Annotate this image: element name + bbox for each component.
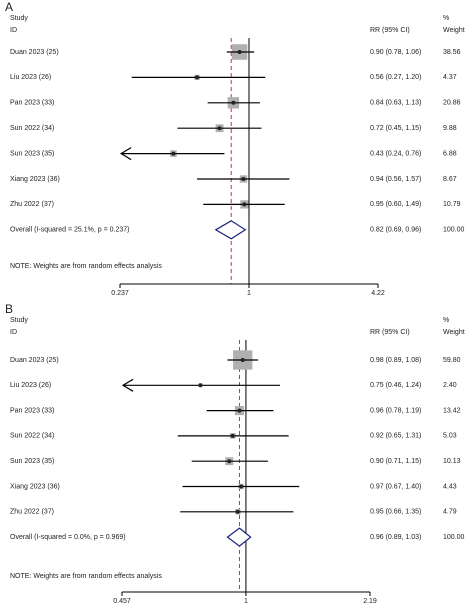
x-tick-label: 1 xyxy=(247,290,251,297)
estimate-label: 0.84 (0.63, 1.13) xyxy=(370,100,421,107)
point-estimate xyxy=(242,202,247,207)
study-label: Sun 2023 (35) xyxy=(10,150,54,157)
study-label: Pan 2023 (33) xyxy=(10,407,54,414)
study-label: Pan 2023 (33) xyxy=(10,100,54,107)
weight-header: Weight xyxy=(443,27,465,34)
point-estimate xyxy=(237,408,242,413)
estimate-label: 0.92 (0.65, 1.31) xyxy=(370,433,421,440)
weight-header: % xyxy=(443,317,449,324)
study-label: Duan 2023 (25) xyxy=(10,357,59,364)
estimate-label: 0.90 (0.78, 1.06) xyxy=(370,49,421,56)
estimate-label: 0.56 (0.27, 1.20) xyxy=(370,74,421,81)
weight-label: 8.67 xyxy=(443,176,457,183)
estimate-label: 0.43 (0.24, 0.76) xyxy=(370,150,421,157)
x-tick-label: 0.237 xyxy=(111,290,129,297)
note: NOTE: Weights are from random effects an… xyxy=(10,263,162,270)
weight-label: 10.79 xyxy=(443,201,461,208)
weight-label: 59.80 xyxy=(443,357,461,364)
estimate-label: 0.90 (0.71, 1.15) xyxy=(370,458,421,465)
point-estimate xyxy=(239,484,244,489)
ci-arrow xyxy=(121,378,134,392)
weight-label: 100.00 xyxy=(443,227,465,234)
study-label: Duan 2023 (25) xyxy=(10,49,59,56)
estimate-label: 0.96 (0.89, 1.03) xyxy=(370,534,421,541)
panel-label: A xyxy=(5,0,13,14)
x-tick-label: 0.457 xyxy=(113,598,131,604)
overall-label: Overall (I-squared = 0.0%, p = 0.969) xyxy=(10,534,126,541)
weight-header: % xyxy=(443,15,449,22)
overall-diamond xyxy=(226,527,252,547)
weight-label: 10.13 xyxy=(443,458,461,465)
estimate-label: 0.94 (0.56, 1.57) xyxy=(370,176,421,183)
overall-label: Overall (I-squared = 25.1%, p = 0.237) xyxy=(10,227,129,234)
weight-label: 13.42 xyxy=(443,407,461,414)
weight-label: 20.86 xyxy=(443,100,461,107)
study-header: Study xyxy=(10,317,28,324)
point-estimate xyxy=(230,433,235,438)
weight-label: 4.79 xyxy=(443,509,457,516)
study-label: Sun 2022 (34) xyxy=(10,433,54,440)
estimate-label: 0.96 (0.78, 1.19) xyxy=(370,407,421,414)
overall-diamond xyxy=(214,220,247,240)
estimate-label: 0.98 (0.89, 1.08) xyxy=(370,357,421,364)
x-tick-label: 4.22 xyxy=(371,290,385,297)
panel-label: B xyxy=(5,302,13,316)
weight-label: 4.43 xyxy=(443,483,457,490)
study-label: Sun 2022 (34) xyxy=(10,125,54,132)
estimate-label: 0.82 (0.69, 0.96) xyxy=(370,227,421,234)
point-estimate xyxy=(195,75,200,80)
point-estimate xyxy=(217,126,222,131)
study-label: Liu 2023 (26) xyxy=(10,382,51,389)
weight-label: 9.88 xyxy=(443,125,457,132)
point-estimate xyxy=(171,151,176,156)
estimate-label: 0.72 (0.45, 1.15) xyxy=(370,125,421,132)
estimate-label: 0.95 (0.60, 1.49) xyxy=(370,201,421,208)
weight-label: 5.03 xyxy=(443,433,457,440)
study-label: Zhu 2022 (37) xyxy=(10,509,54,516)
estimate-label: 0.75 (0.46, 1.24) xyxy=(370,382,421,389)
note: NOTE: Weights are from random effects an… xyxy=(10,573,162,580)
study-label: Zhu 2022 (37) xyxy=(10,201,54,208)
study-label: Liu 2023 (26) xyxy=(10,74,51,81)
point-estimate xyxy=(241,177,246,181)
weight-label: 2.40 xyxy=(443,382,457,389)
study-label: Xiang 2023 (36) xyxy=(10,483,60,490)
x-tick-label: 2.19 xyxy=(363,598,377,604)
point-estimate xyxy=(227,459,232,464)
estimate-label: 0.95 (0.66, 1.35) xyxy=(370,509,421,516)
point-estimate xyxy=(237,50,242,54)
point-estimate xyxy=(198,383,203,388)
point-estimate xyxy=(240,358,245,362)
study-label: Xiang 2023 (36) xyxy=(10,176,60,183)
weight-label: 38.56 xyxy=(443,49,461,56)
estimate-header: RR (95% CI) xyxy=(370,329,410,336)
estimate-header: RR (95% CI) xyxy=(370,27,410,34)
x-tick-label: 1 xyxy=(244,598,248,604)
weight-header: Weight xyxy=(443,329,465,336)
point-estimate xyxy=(235,509,240,514)
weight-label: 6.88 xyxy=(443,150,457,157)
study-header: Study xyxy=(10,15,28,22)
ci-arrow xyxy=(119,147,132,161)
weight-label: 100.00 xyxy=(443,534,465,541)
point-estimate xyxy=(231,100,236,105)
id-header: ID xyxy=(10,27,17,34)
estimate-label: 0.97 (0.67, 1.40) xyxy=(370,483,421,490)
id-header: ID xyxy=(10,329,17,336)
study-label: Sun 2023 (35) xyxy=(10,458,54,465)
weight-label: 4.37 xyxy=(443,74,457,81)
